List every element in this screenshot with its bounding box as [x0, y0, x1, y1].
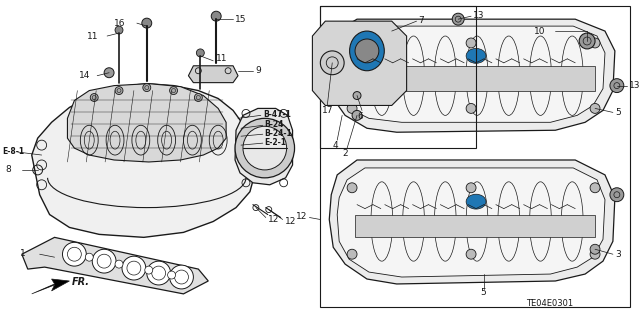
Circle shape: [353, 92, 361, 100]
Circle shape: [347, 183, 357, 193]
Ellipse shape: [466, 48, 486, 63]
Text: 1: 1: [20, 249, 26, 258]
Polygon shape: [188, 66, 238, 83]
Circle shape: [122, 256, 146, 280]
Text: 10: 10: [534, 26, 545, 35]
Polygon shape: [337, 168, 605, 277]
Text: 11: 11: [216, 54, 228, 63]
Text: B-24: B-24: [264, 120, 283, 129]
Circle shape: [142, 18, 152, 28]
Circle shape: [104, 68, 114, 78]
Text: 17: 17: [323, 106, 334, 115]
Text: TE04E0301: TE04E0301: [525, 299, 573, 308]
Circle shape: [452, 13, 464, 25]
Circle shape: [115, 86, 123, 94]
Circle shape: [147, 261, 171, 285]
Text: 9: 9: [255, 66, 260, 75]
Text: 7: 7: [419, 16, 424, 25]
Polygon shape: [355, 215, 595, 237]
Text: 12: 12: [296, 212, 307, 221]
Circle shape: [92, 249, 116, 273]
Text: B-24-1: B-24-1: [264, 129, 292, 138]
Text: 13: 13: [473, 11, 484, 20]
Text: FR.: FR.: [72, 277, 90, 287]
Circle shape: [170, 86, 177, 94]
Text: 12: 12: [268, 215, 279, 224]
Circle shape: [115, 26, 123, 34]
Circle shape: [168, 271, 175, 279]
Circle shape: [85, 253, 93, 261]
Text: 8: 8: [5, 166, 11, 174]
Circle shape: [347, 38, 357, 48]
Circle shape: [610, 188, 624, 202]
Text: 5: 5: [480, 288, 486, 297]
Text: 5: 5: [615, 108, 621, 117]
Circle shape: [590, 38, 600, 48]
Circle shape: [590, 249, 600, 259]
Circle shape: [466, 103, 476, 113]
Circle shape: [115, 260, 123, 268]
Circle shape: [466, 183, 476, 193]
Text: 13: 13: [628, 81, 640, 90]
Circle shape: [352, 110, 362, 120]
Polygon shape: [355, 66, 595, 91]
Text: 2: 2: [342, 149, 348, 158]
Circle shape: [579, 33, 595, 49]
Text: 16: 16: [114, 19, 125, 28]
Text: E-8-1: E-8-1: [2, 146, 24, 156]
Text: 3: 3: [615, 250, 621, 259]
Polygon shape: [329, 160, 615, 284]
Text: B-47-1: B-47-1: [263, 110, 291, 119]
Polygon shape: [235, 108, 292, 185]
Circle shape: [355, 39, 379, 63]
Text: 15: 15: [235, 15, 246, 24]
Circle shape: [195, 93, 202, 101]
Text: E-2-1: E-2-1: [264, 137, 286, 147]
Circle shape: [211, 11, 221, 21]
Circle shape: [466, 249, 476, 259]
Text: 14: 14: [79, 71, 91, 80]
Text: 11: 11: [87, 32, 99, 41]
Ellipse shape: [349, 31, 384, 71]
Circle shape: [321, 51, 344, 75]
Polygon shape: [32, 84, 256, 237]
Circle shape: [610, 79, 624, 93]
Circle shape: [243, 126, 287, 170]
Circle shape: [145, 266, 153, 274]
Circle shape: [235, 118, 294, 178]
Text: 12: 12: [285, 217, 296, 226]
Text: 4: 4: [332, 141, 338, 150]
Circle shape: [590, 244, 600, 254]
Circle shape: [347, 249, 357, 259]
Text: 6: 6: [357, 112, 363, 121]
Circle shape: [143, 84, 151, 92]
Polygon shape: [32, 279, 69, 294]
Polygon shape: [312, 21, 406, 106]
Circle shape: [63, 242, 86, 266]
Polygon shape: [67, 84, 226, 162]
Circle shape: [170, 265, 193, 289]
Polygon shape: [329, 19, 615, 132]
Polygon shape: [22, 237, 208, 294]
Circle shape: [590, 103, 600, 113]
Circle shape: [196, 49, 204, 57]
Circle shape: [347, 103, 357, 113]
Polygon shape: [337, 26, 605, 122]
Circle shape: [466, 38, 476, 48]
Ellipse shape: [466, 194, 486, 209]
Circle shape: [90, 93, 98, 101]
Circle shape: [590, 183, 600, 193]
